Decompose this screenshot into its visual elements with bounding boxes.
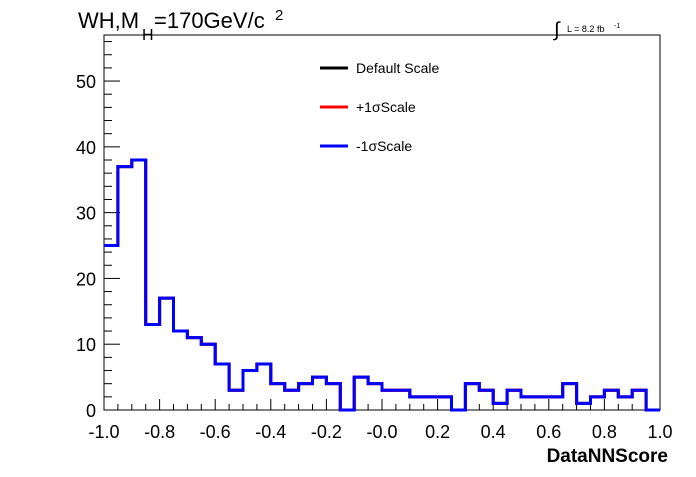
lumi-text: L = 8.2 fb (567, 24, 604, 34)
x-tick-label: 0.2 (425, 422, 450, 442)
x-tick-label: -0.2 (311, 422, 342, 442)
y-tick-label: 0 (86, 401, 96, 421)
title-rest: =170GeV/c (154, 8, 265, 33)
y-axis: 0 10 20 30 40 50 (76, 41, 120, 421)
title-main: WH,M (78, 8, 139, 33)
x-tick-label: -0.4 (255, 422, 286, 442)
series-line-3 (104, 158, 660, 412)
y-tick-label: 40 (76, 138, 96, 158)
x-tick-label: 0.8 (592, 422, 617, 442)
x-tick-label: 1.0 (647, 422, 672, 442)
integral-icon: ∫ (553, 19, 561, 41)
x-tick-label: 0.4 (481, 422, 506, 442)
series-line-2 (104, 158, 660, 412)
y-tick-label: 50 (76, 72, 96, 92)
y-tick-label: 30 (76, 204, 96, 224)
x-axis: -1.0 -0.8 -0.6 -0.4 -0.2 -0.0 0.2 0.4 0.6 0.8 1.0 (88, 399, 673, 442)
y-tick-label: 10 (76, 335, 96, 355)
x-tick-label: -0.0 (366, 422, 397, 442)
chart-title: WH,M H =170GeV/c 2 (78, 7, 283, 44)
series-line-1 (104, 158, 660, 412)
luminosity-label: ∫ L = 8.2 fb -1 (553, 19, 620, 41)
plot-frame (103, 34, 661, 411)
legend: Default Scale +1σScale -1σScale (320, 60, 439, 154)
x-axis-label: DataNNScore (547, 446, 668, 467)
x-tick-label: -0.6 (200, 422, 231, 442)
title-superscript: 2 (275, 7, 283, 24)
legend-label: Default Scale (356, 60, 439, 76)
y-tick-label: 20 (76, 269, 96, 289)
x-tick-label: 0.6 (536, 422, 561, 442)
series-layer (104, 158, 660, 412)
legend-label: +1σScale (356, 99, 416, 115)
x-tick-label: -1.0 (88, 422, 119, 442)
title-subscript: H (142, 27, 154, 44)
lumi-superscript: -1 (614, 23, 620, 30)
x-tick-label: -0.8 (144, 422, 175, 442)
legend-label: -1σScale (356, 138, 412, 154)
